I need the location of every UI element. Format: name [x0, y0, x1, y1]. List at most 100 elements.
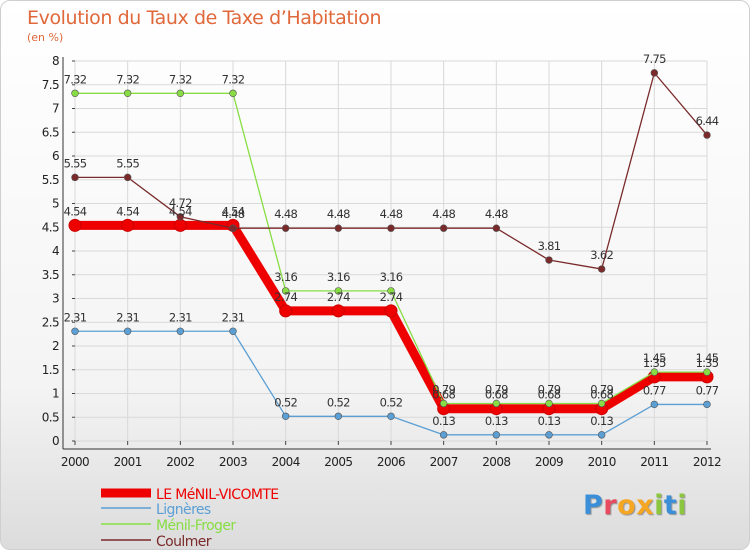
- data-label: 0.52: [380, 395, 403, 409]
- x-tick-label: 2002: [166, 455, 194, 469]
- data-point: [229, 224, 237, 232]
- data-label: 2.74: [274, 290, 297, 304]
- data-point: [281, 224, 290, 232]
- data-label: 0.77: [696, 383, 719, 397]
- data-point: [650, 368, 659, 376]
- y-tick-label: 0.5: [42, 410, 59, 424]
- data-point: [123, 327, 132, 335]
- data-label: 0.77: [643, 383, 666, 397]
- data-point: [123, 89, 132, 98]
- y-tick-label: 2.5: [42, 315, 59, 329]
- data-label: 3.16: [274, 270, 297, 284]
- x-tick-label: 2003: [219, 455, 247, 469]
- data-label: 7.32: [169, 72, 192, 86]
- data-label: 2.31: [116, 310, 139, 324]
- data-point: [281, 287, 290, 295]
- data-point: [176, 213, 185, 221]
- y-tick-label: 4.5: [42, 220, 59, 234]
- data-label: 1.45: [696, 351, 719, 365]
- data-point: [387, 224, 395, 232]
- data-point: [334, 412, 343, 420]
- proxiti-logo: Proxiti: [583, 490, 687, 521]
- data-point: [439, 399, 448, 408]
- data-point: [439, 431, 448, 439]
- data-point: [439, 224, 448, 232]
- y-tick-label: 8: [52, 54, 59, 68]
- data-label: 7.32: [64, 72, 87, 86]
- data-point: [597, 265, 606, 273]
- data-point: [71, 89, 79, 98]
- data-label: 2.74: [327, 290, 350, 304]
- y-tick-label: 1: [52, 387, 59, 401]
- data-point: [68, 218, 82, 232]
- data-label: 3.16: [327, 270, 350, 284]
- data-label: 0.68: [538, 388, 561, 402]
- legend-label-0: LE MéNIL-VICOMTE: [156, 487, 279, 503]
- logo-letter: o: [617, 490, 637, 521]
- data-label: 5.55: [116, 156, 139, 170]
- data-point: [173, 218, 187, 232]
- data-point: [387, 287, 395, 295]
- y-tick-label: 6.5: [42, 125, 59, 139]
- x-tick-label: 2011: [640, 455, 668, 469]
- data-point: [176, 327, 185, 335]
- data-label: 2.31: [169, 310, 192, 324]
- data-point: [121, 218, 135, 232]
- data-label: 5.55: [64, 156, 87, 170]
- y-tick-label: 7.5: [42, 78, 59, 92]
- data-label: 0.13: [485, 414, 508, 428]
- data-point: [71, 173, 79, 182]
- data-point: [545, 431, 553, 439]
- x-tick-label: 2008: [482, 455, 510, 469]
- data-label: 7.32: [222, 72, 245, 86]
- x-tick-label: 2012: [693, 455, 721, 469]
- logo-letter: t: [663, 490, 678, 521]
- data-point: [334, 224, 343, 232]
- data-point: [279, 304, 293, 318]
- legend: LE MéNIL-VICOMTELignèresMénil-FrogerCoul…: [101, 487, 279, 549]
- logo-letter: P: [583, 490, 604, 521]
- y-tick-label: 7: [52, 102, 59, 116]
- data-label: 1.35: [696, 356, 719, 370]
- data-label: 4.54: [222, 204, 245, 218]
- data-label: 7.32: [116, 72, 139, 86]
- y-tick-label: 3.5: [42, 268, 59, 282]
- axes: 0 0.5 1 1.5 2 2.5 3 3.5 4 4.5 5 5.5 6 6.5 7 7.5 8 2000 200…: [42, 54, 722, 469]
- data-labels: 4.54 4.54 4.54 4.54 2.74 2.74 2.74 0.68 0.68 0.68…: [64, 52, 720, 428]
- data-label: 3.62: [590, 248, 613, 262]
- data-point: [703, 368, 711, 376]
- data-label: 0.52: [327, 395, 350, 409]
- data-point: [650, 69, 659, 77]
- data-label: 4.54: [64, 204, 87, 218]
- data-label: 0.68: [590, 388, 613, 402]
- data-label: 0.79: [432, 382, 455, 396]
- y-tick-label: 2: [52, 339, 59, 353]
- data-label: 2.31: [64, 310, 87, 324]
- data-point: [71, 327, 79, 335]
- data-point: [229, 89, 237, 98]
- x-tick-label: 2007: [430, 455, 458, 469]
- data-point: [229, 327, 237, 335]
- data-point: [492, 399, 501, 408]
- data-point: [492, 224, 501, 232]
- legend-label-2: Ménil-Froger: [156, 518, 236, 534]
- y-tick-label: 1.5: [42, 363, 59, 377]
- x-tick-label: 2006: [377, 455, 405, 469]
- data-label: 4.54: [169, 204, 192, 218]
- data-label: 4.48: [432, 207, 455, 221]
- data-label: 0.13: [432, 414, 455, 428]
- x-tick-label: 2000: [61, 455, 89, 469]
- data-point: [331, 304, 345, 318]
- data-point: [597, 399, 606, 408]
- data-label: 6.44: [696, 114, 719, 128]
- data-point: [650, 400, 659, 409]
- data-point: [545, 399, 553, 408]
- y-tick-label: 3: [52, 292, 59, 306]
- data-label: 4.48: [380, 207, 403, 221]
- data-label: 3.81: [538, 239, 561, 253]
- data-label: 0.79: [485, 382, 508, 396]
- data-label: 4.54: [116, 204, 139, 218]
- data-label: 0.68: [432, 388, 455, 402]
